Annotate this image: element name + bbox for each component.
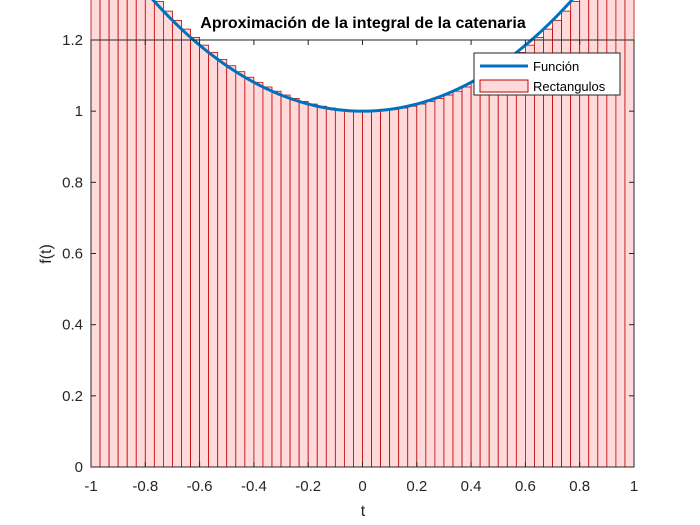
rectangle-bar bbox=[334, 108, 345, 468]
chart-title: Aproximación de la integral de la catena… bbox=[200, 15, 526, 32]
rectangle-bar bbox=[343, 109, 354, 468]
x-tick-label: -0.4 bbox=[241, 478, 267, 495]
rectangle-bar bbox=[199, 44, 210, 468]
rectangle-bar bbox=[461, 86, 472, 468]
rectangle-bar bbox=[434, 98, 445, 468]
rectangle-bar bbox=[479, 76, 490, 468]
x-tick-label: 0.4 bbox=[461, 478, 482, 495]
x-tick-label: 0.6 bbox=[515, 478, 536, 495]
rectangle-bar bbox=[525, 44, 535, 468]
rectangle-bar bbox=[289, 98, 300, 468]
rectangle-bar bbox=[271, 90, 282, 468]
rectangle-bar bbox=[117, 0, 128, 468]
rectangle-bar bbox=[425, 101, 436, 468]
rectangle-bar bbox=[108, 0, 119, 468]
rectangle-bar bbox=[181, 28, 191, 468]
rectangle-bar bbox=[353, 110, 363, 468]
x-tick-label: 0.8 bbox=[569, 478, 590, 495]
rectangle-bar bbox=[452, 90, 463, 468]
y-axis-title: f(t) bbox=[38, 244, 55, 264]
rectangle-bar bbox=[208, 52, 219, 468]
rectangle-bar bbox=[497, 65, 508, 468]
y-tick-label: 1 bbox=[75, 103, 83, 120]
y-tick-label: 1.2 bbox=[62, 32, 83, 49]
rectangle-bar bbox=[389, 108, 400, 468]
rectangle-bar bbox=[316, 105, 327, 468]
rectangle-bar bbox=[443, 94, 454, 468]
rectangle-bar bbox=[226, 65, 237, 468]
rectangle-bar bbox=[298, 101, 309, 468]
rectangle-bar bbox=[90, 0, 101, 468]
rectangle-bar bbox=[416, 103, 427, 468]
x-tick-label: -1 bbox=[84, 478, 97, 495]
rectangle-bar bbox=[190, 36, 201, 468]
rectangle-bar bbox=[307, 103, 318, 468]
x-tick-label: -0.6 bbox=[187, 478, 213, 495]
rectangle-bar bbox=[153, 0, 164, 468]
rectangle-bar bbox=[407, 105, 418, 468]
rectangle-bar bbox=[624, 0, 635, 468]
legend-function-label: Función bbox=[533, 59, 579, 74]
rectangle-bar bbox=[362, 110, 372, 468]
x-tick-label: -0.2 bbox=[295, 478, 321, 495]
rectangle-bar bbox=[162, 10, 173, 468]
rectangle-bar bbox=[280, 94, 291, 468]
legend: Función Rectangulos bbox=[473, 52, 621, 96]
y-tick-label: 0.2 bbox=[62, 388, 83, 405]
x-axis-title: t bbox=[361, 503, 366, 520]
rectangle-bar bbox=[371, 110, 381, 468]
y-tick-label: 0.4 bbox=[62, 317, 83, 334]
legend-rectangles-label: Rectangulos bbox=[533, 79, 606, 94]
rectangle-bar bbox=[172, 19, 182, 468]
rectangle-bar bbox=[235, 71, 246, 468]
rectangle-bar bbox=[398, 107, 409, 468]
rectangle-bar bbox=[144, 0, 155, 468]
rectangle-bar bbox=[262, 86, 273, 468]
y-tick-label: 0.6 bbox=[62, 246, 83, 263]
rectangle-bar bbox=[217, 58, 228, 468]
x-axis-ticks: -1 -0.8 -0.6 -0.4 -0.2 0 0.2 0.4 0.6 0.8 1 bbox=[84, 40, 638, 495]
legend-rectangles-swatch bbox=[479, 79, 529, 93]
rectangle-bar bbox=[380, 109, 391, 468]
rectangle-bar bbox=[534, 36, 544, 468]
x-tick-label: 0 bbox=[358, 478, 366, 495]
y-tick-label: 0 bbox=[75, 459, 83, 476]
x-tick-label: 1 bbox=[630, 478, 638, 495]
y-axis-ticks: 0 0.2 0.4 0.6 0.8 1 1.2 bbox=[62, 32, 634, 476]
rectangle-bar bbox=[515, 52, 526, 468]
x-tick-label: 0.2 bbox=[406, 478, 427, 495]
x-tick-label: -0.8 bbox=[132, 478, 158, 495]
rectangle-bar bbox=[99, 0, 110, 468]
rectangle-bar bbox=[244, 76, 255, 468]
function-line bbox=[151, 0, 574, 113]
rectangle-bar bbox=[325, 107, 336, 468]
rectangle-bar bbox=[135, 0, 146, 468]
rectangle-bar bbox=[470, 81, 481, 468]
rectangle-bar bbox=[506, 58, 517, 468]
y-tick-label: 0.8 bbox=[62, 174, 83, 191]
rectangle-bar bbox=[126, 0, 137, 468]
rectangles-series bbox=[90, 0, 635, 468]
rectangle-bar bbox=[488, 71, 499, 468]
rectangle-bar bbox=[253, 81, 264, 468]
